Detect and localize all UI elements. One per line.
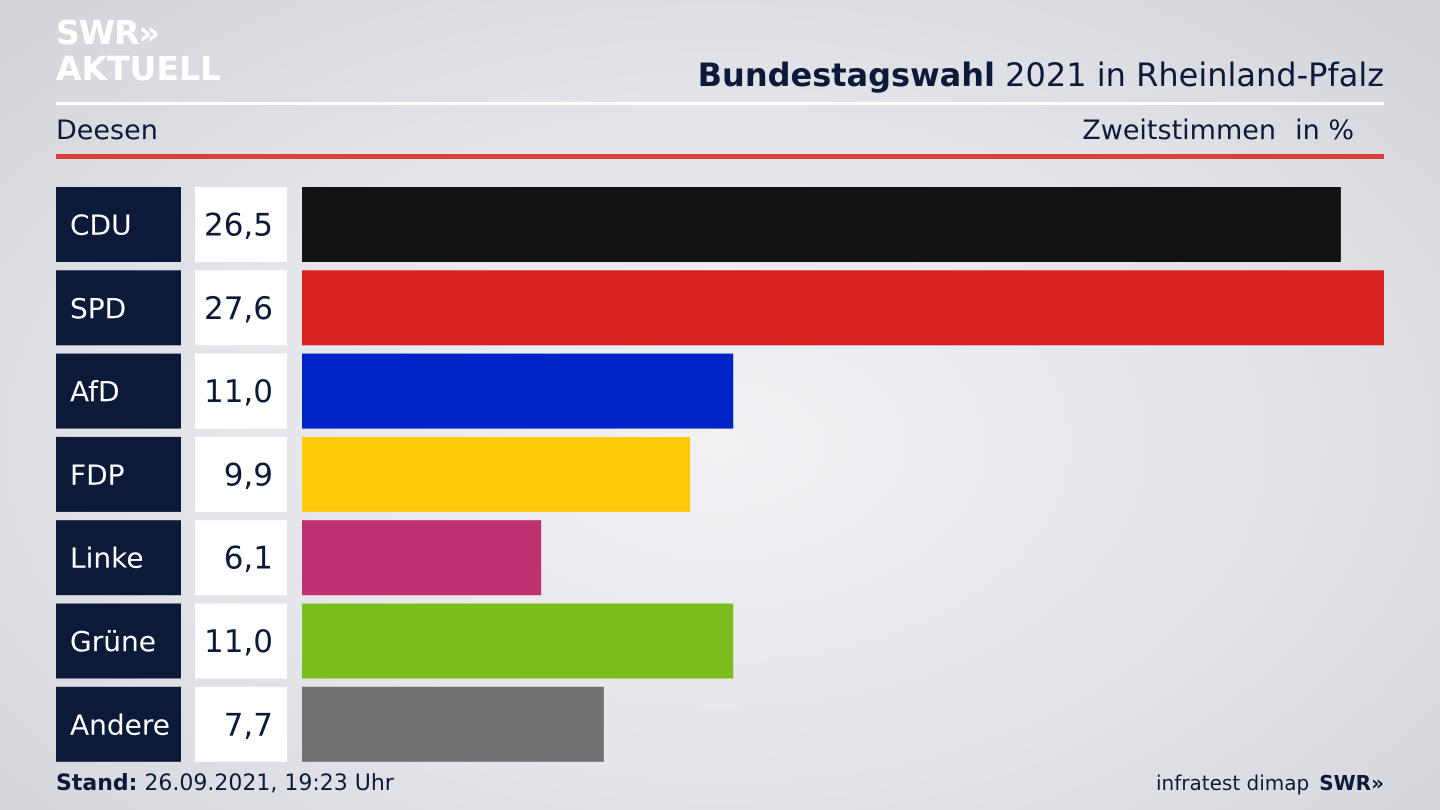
party-label-box-cdu: [56, 187, 181, 262]
value-label-gr-ne: 11,0: [204, 624, 273, 660]
value-label-andere: 7,7: [224, 707, 273, 743]
page-title: Bundestagswahl 2021 in Rheinland-Pfalz: [698, 56, 1384, 94]
party-label-fdp: FDP: [70, 458, 125, 491]
value-box-fdp: [195, 436, 287, 512]
party-label-afd: AfD: [70, 375, 120, 408]
party-label-box-gr-ne: [56, 603, 181, 679]
bar-linke: [302, 520, 542, 596]
party-label-spd: SPD: [70, 292, 126, 325]
logo-swr-text: SWR: [56, 13, 140, 52]
value-box-cdu: [195, 187, 287, 262]
bar-afd: [302, 353, 734, 429]
accent-divider: [56, 154, 1384, 159]
party-label-box-spd: [56, 270, 181, 346]
value-label-linke: 6,1: [224, 541, 273, 577]
header-divider: [56, 102, 1384, 105]
value-box-spd: [195, 270, 287, 346]
source-credit: infratest dimap SWR»: [1156, 771, 1384, 795]
value-label-spd: 27,6: [204, 291, 273, 327]
unit-label: in %: [1295, 115, 1354, 146]
timestamp: Stand: 26.09.2021, 19:23 Uhr: [56, 771, 394, 796]
title-bold: Bundestagswahl: [697, 56, 995, 94]
party-label-linke: Linke: [70, 542, 144, 575]
party-label-cdu: CDU: [70, 209, 132, 242]
party-label-box-afd: [56, 353, 181, 429]
value-label-fdp: 9,9: [224, 457, 273, 493]
stand-value: 26.09.2021, 19:23 Uhr: [137, 771, 394, 796]
bar-spd: [302, 270, 1384, 346]
logo-aktuell-text: AKTUELL: [56, 49, 222, 88]
party-label-andere: Andere: [70, 708, 170, 741]
vote-type-label: Zweitstimmen: [1082, 115, 1276, 146]
swr-footer-logo: SWR»: [1319, 771, 1384, 795]
bar-andere: [302, 686, 604, 762]
title-rest: 2021 in Rheinland-Pfalz: [995, 56, 1384, 94]
bar-gr-ne: [302, 603, 734, 679]
party-label-box-fdp: [56, 436, 181, 512]
swr-aktuell-logo: SWR» AKTUELL: [56, 16, 221, 86]
value-box-linke: [195, 520, 287, 596]
municipality-name: Deesen: [56, 115, 158, 146]
bar-fdp: [302, 436, 691, 512]
bar-cdu: [302, 187, 1341, 262]
value-box-afd: [195, 353, 287, 429]
value-label-cdu: 26,5: [204, 208, 273, 244]
party-label-gr-ne: Grüne: [70, 625, 156, 658]
value-box-gr-ne: [195, 603, 287, 679]
stand-label: Stand:: [56, 771, 138, 796]
value-label-afd: 11,0: [204, 374, 273, 410]
source-text: infratest dimap: [1156, 771, 1310, 795]
value-box-andere: [195, 686, 287, 762]
party-label-box-linke: [56, 520, 181, 596]
party-label-box-andere: [56, 686, 181, 762]
